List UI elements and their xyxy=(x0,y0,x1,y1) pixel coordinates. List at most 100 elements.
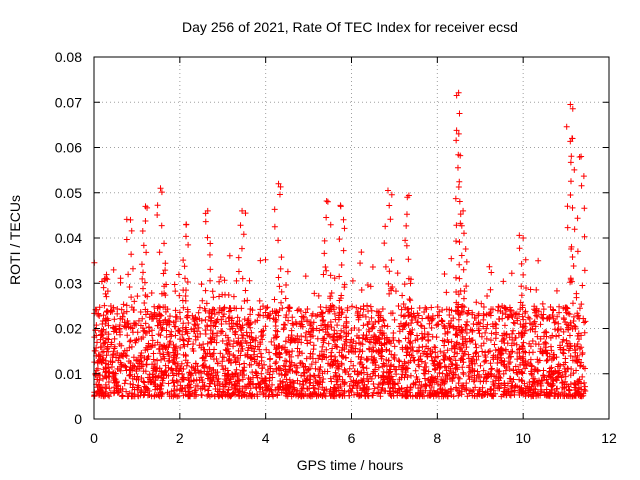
data-point xyxy=(458,324,465,331)
data-point xyxy=(362,336,369,343)
data-point xyxy=(172,288,179,295)
data-point xyxy=(465,351,472,358)
data-point xyxy=(380,316,387,323)
data-point xyxy=(154,385,161,392)
data-point xyxy=(416,305,423,312)
data-point xyxy=(531,303,538,310)
data-point xyxy=(477,362,484,369)
data-point xyxy=(579,349,586,356)
data-point xyxy=(442,330,449,337)
data-point xyxy=(540,372,547,379)
data-point xyxy=(378,353,385,360)
data-point xyxy=(479,392,486,399)
data-point xyxy=(150,350,157,357)
data-point xyxy=(520,235,527,241)
data-point xyxy=(386,202,393,209)
data-point xyxy=(318,348,325,355)
data-point xyxy=(158,382,165,389)
data-point xyxy=(129,265,136,272)
data-point xyxy=(552,319,559,326)
data-point xyxy=(228,315,235,322)
data-point xyxy=(203,363,210,370)
data-point xyxy=(130,306,137,313)
data-point xyxy=(383,363,390,370)
data-point xyxy=(439,317,446,324)
data-point xyxy=(181,343,188,350)
data-point xyxy=(120,310,127,317)
data-point xyxy=(370,336,377,343)
data-point xyxy=(255,380,262,387)
data-point xyxy=(173,365,180,372)
data-point xyxy=(385,380,392,387)
data-point xyxy=(499,303,506,310)
data-point xyxy=(184,308,191,315)
data-point xyxy=(150,315,157,322)
data-point xyxy=(562,319,569,326)
data-point xyxy=(399,344,406,351)
data-point xyxy=(347,358,354,365)
data-point xyxy=(171,281,178,288)
data-point xyxy=(127,371,134,378)
data-point xyxy=(297,391,304,398)
data-point xyxy=(341,366,348,373)
data-point xyxy=(354,368,361,375)
data-point xyxy=(319,335,326,342)
data-point xyxy=(514,356,521,363)
data-point xyxy=(240,231,247,238)
data-point xyxy=(140,269,147,276)
data-point xyxy=(338,292,345,299)
data-point xyxy=(467,387,474,394)
data-point xyxy=(332,369,339,376)
data-point xyxy=(479,384,486,391)
x-tick-label: 2 xyxy=(176,430,184,446)
data-point xyxy=(508,378,515,385)
data-point xyxy=(321,351,328,358)
data-point xyxy=(189,390,196,397)
data-point xyxy=(104,392,111,399)
data-point xyxy=(569,300,576,307)
data-point xyxy=(178,360,185,367)
data-point xyxy=(462,321,469,328)
data-point xyxy=(330,384,337,391)
data-point xyxy=(519,304,526,311)
data-point xyxy=(176,309,183,316)
data-point xyxy=(575,384,582,391)
data-point xyxy=(171,383,178,390)
data-point xyxy=(119,316,126,323)
data-point xyxy=(395,337,402,344)
data-point xyxy=(566,332,573,339)
data-point xyxy=(180,304,187,311)
data-point xyxy=(466,362,473,369)
data-point xyxy=(219,337,226,344)
data-point xyxy=(440,377,447,384)
data-point xyxy=(463,344,470,351)
data-point xyxy=(119,392,126,399)
data-point xyxy=(527,356,534,363)
data-point xyxy=(504,314,511,321)
data-point xyxy=(308,329,315,336)
data-point xyxy=(281,321,288,328)
data-point xyxy=(176,387,183,394)
data-point xyxy=(485,371,492,378)
data-point xyxy=(431,343,438,350)
data-point xyxy=(456,238,463,245)
data-point xyxy=(275,237,282,244)
data-point xyxy=(391,343,398,350)
data-point xyxy=(487,309,494,316)
data-point xyxy=(569,105,576,112)
data-point xyxy=(180,320,187,327)
data-point xyxy=(528,363,535,370)
data-point xyxy=(309,393,316,400)
data-point xyxy=(323,197,330,204)
data-point xyxy=(340,247,347,254)
data-point xyxy=(454,387,461,394)
x-tick-labels: 0 2 4 6 8 10 12 xyxy=(90,430,617,446)
data-point xyxy=(342,368,349,375)
data-point xyxy=(210,294,217,301)
data-point xyxy=(275,180,282,187)
data-point xyxy=(96,382,103,389)
data-point xyxy=(390,330,397,337)
data-point xyxy=(561,368,568,375)
data-point xyxy=(522,365,529,372)
data-point xyxy=(516,245,523,252)
